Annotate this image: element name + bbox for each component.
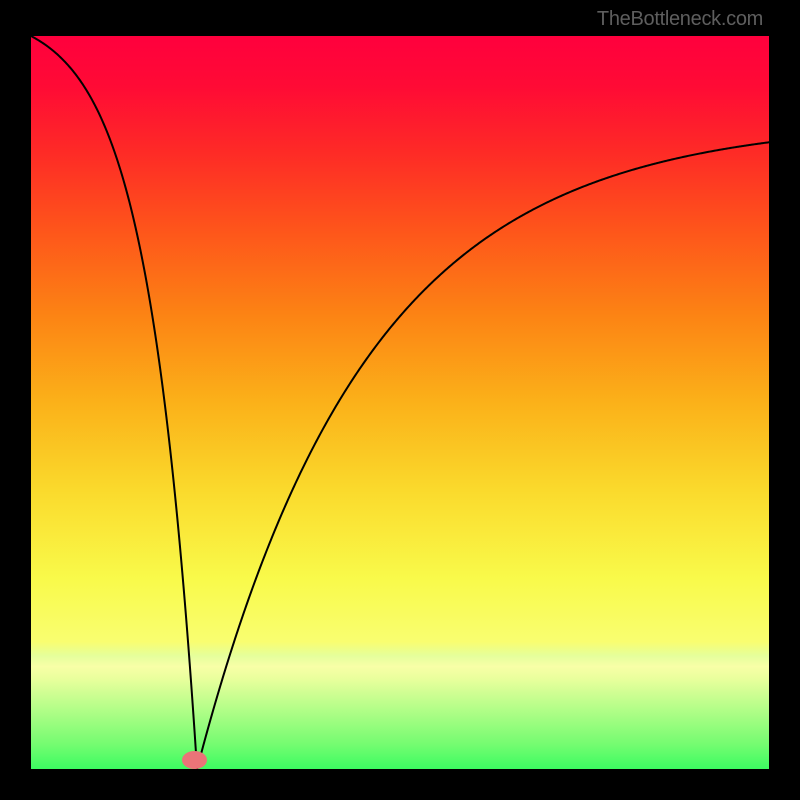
gradient-panel [31,36,769,769]
chart-root: TheBottleneck.com [0,0,800,800]
gradient-plot [31,36,769,769]
attribution-text: TheBottleneck.com [597,8,763,31]
